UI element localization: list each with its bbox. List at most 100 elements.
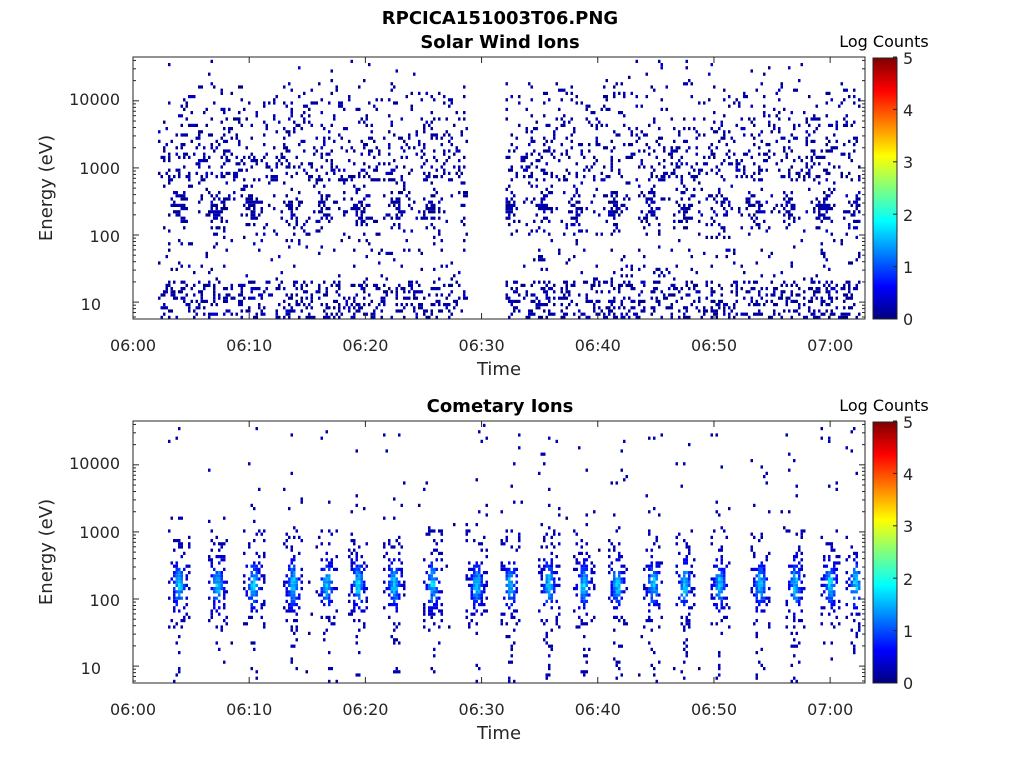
spectrogram-cell (723, 306, 726, 310)
spectrogram-cell (710, 293, 713, 297)
spectrogram-cell (185, 564, 188, 568)
spectrogram-cell (558, 583, 561, 587)
spectrogram-cell (175, 436, 178, 440)
spectrogram-cell (248, 223, 251, 227)
spectrogram-cell (698, 133, 701, 137)
spectrogram-cell (178, 571, 181, 575)
spectrogram-cell (360, 287, 363, 291)
spectrogram-cell (293, 593, 296, 597)
spectrogram-cell (483, 603, 486, 607)
spectrogram-cell (750, 459, 753, 463)
spectrogram-cell (623, 197, 626, 201)
spectrogram-cell (230, 283, 233, 287)
spectrogram-cell (358, 187, 361, 191)
spectrogram-cell (768, 149, 771, 153)
spectrogram-cell (683, 628, 686, 632)
spectrogram-cell (455, 171, 458, 175)
spectrogram-cell (833, 181, 836, 185)
spectrogram-cell (365, 312, 368, 316)
spectrogram-cell (763, 567, 766, 571)
spectrogram-cell (433, 203, 436, 207)
spectrogram-cell (163, 312, 166, 316)
spectrogram-cell (368, 149, 371, 153)
spectrogram-cell (418, 290, 421, 294)
spectrogram-cell (673, 149, 676, 153)
spectrogram-cell (398, 641, 401, 645)
spectrogram-cell (790, 315, 793, 319)
spectrogram-cell (328, 564, 331, 568)
spectrogram-cell (543, 539, 546, 543)
spectrogram-cell (788, 146, 791, 150)
spectrogram-cell (813, 210, 816, 214)
spectrogram-cell (500, 510, 503, 514)
spectrogram-cell (243, 162, 246, 166)
spectrogram-cell (725, 583, 728, 587)
spectrogram-cell (473, 564, 476, 568)
spectrogram-cell (755, 210, 758, 214)
spectrogram-cell (705, 235, 708, 239)
spectrogram-cell (363, 609, 366, 613)
spectrogram-cell (795, 555, 798, 559)
spectrogram-cell (773, 312, 776, 316)
spectrogram-cell (765, 168, 768, 172)
spectrogram-cell (303, 149, 306, 153)
spectrogram-cell (208, 165, 211, 169)
spectrogram-cell (193, 95, 196, 99)
spectrogram-cell (355, 219, 358, 223)
spectrogram-cell (313, 146, 316, 150)
spectrogram-cell (655, 155, 658, 159)
spectrogram-cell (328, 130, 331, 134)
spectrogram-cell (625, 181, 628, 185)
spectrogram-cell (290, 433, 293, 437)
spectrogram-cell (333, 306, 336, 310)
spectrogram-cell (408, 146, 411, 150)
spectrogram-cell (653, 191, 656, 195)
spectrogram-cell (353, 548, 356, 552)
spectrogram-cell (210, 143, 213, 147)
spectrogram-cell (698, 309, 701, 313)
spectrogram-cell (348, 548, 351, 552)
spectrogram-cell (248, 306, 251, 310)
spectrogram-cell (693, 175, 696, 179)
spectrogram-cell (688, 287, 691, 291)
spectrogram-cell (505, 567, 508, 571)
spectrogram-cell (440, 248, 443, 252)
spectrogram-cell (763, 104, 766, 108)
spectrogram-cell (703, 117, 706, 121)
spectrogram-cell (688, 315, 691, 319)
spectrogram-cell (433, 593, 436, 597)
spectrogram-cell (283, 299, 286, 303)
spectrogram-cell (293, 599, 296, 603)
spectrogram-cell (788, 117, 791, 121)
spectrogram-cell (723, 567, 726, 571)
spectrogram-cell (618, 644, 621, 648)
spectrogram-cell (380, 315, 383, 319)
spectrogram-cell (510, 197, 513, 201)
spectrogram-cell (283, 101, 286, 105)
spectrogram-cell (508, 567, 511, 571)
spectrogram-cell (223, 235, 226, 239)
spectrogram-cell (410, 91, 413, 95)
spectrogram-cell (430, 210, 433, 214)
spectrogram-cell (763, 580, 766, 584)
spectrogram-cell (388, 114, 391, 118)
spectrogram-cell (225, 287, 228, 291)
spectrogram-cell (680, 583, 683, 587)
spectrogram-cell (215, 555, 218, 559)
colorbar-tick-label: 0 (903, 310, 913, 329)
spectrogram-cell (175, 641, 178, 645)
spectrogram-cell (630, 287, 633, 291)
spectrogram-cell (290, 644, 293, 648)
spectrogram-cell (358, 306, 361, 310)
spectrogram-cell (430, 609, 433, 613)
spectrogram-cell (660, 66, 663, 70)
spectrogram-cell (198, 290, 201, 294)
spectrogram-cell (748, 290, 751, 294)
spectrogram-cell (528, 82, 531, 86)
spectrogram-cell (658, 232, 661, 236)
spectrogram-cell (320, 615, 323, 619)
spectrogram-cell (828, 162, 831, 166)
spectrogram-cell (525, 107, 528, 111)
spectrogram-cell (710, 622, 713, 626)
spectrogram-cell (203, 152, 206, 156)
